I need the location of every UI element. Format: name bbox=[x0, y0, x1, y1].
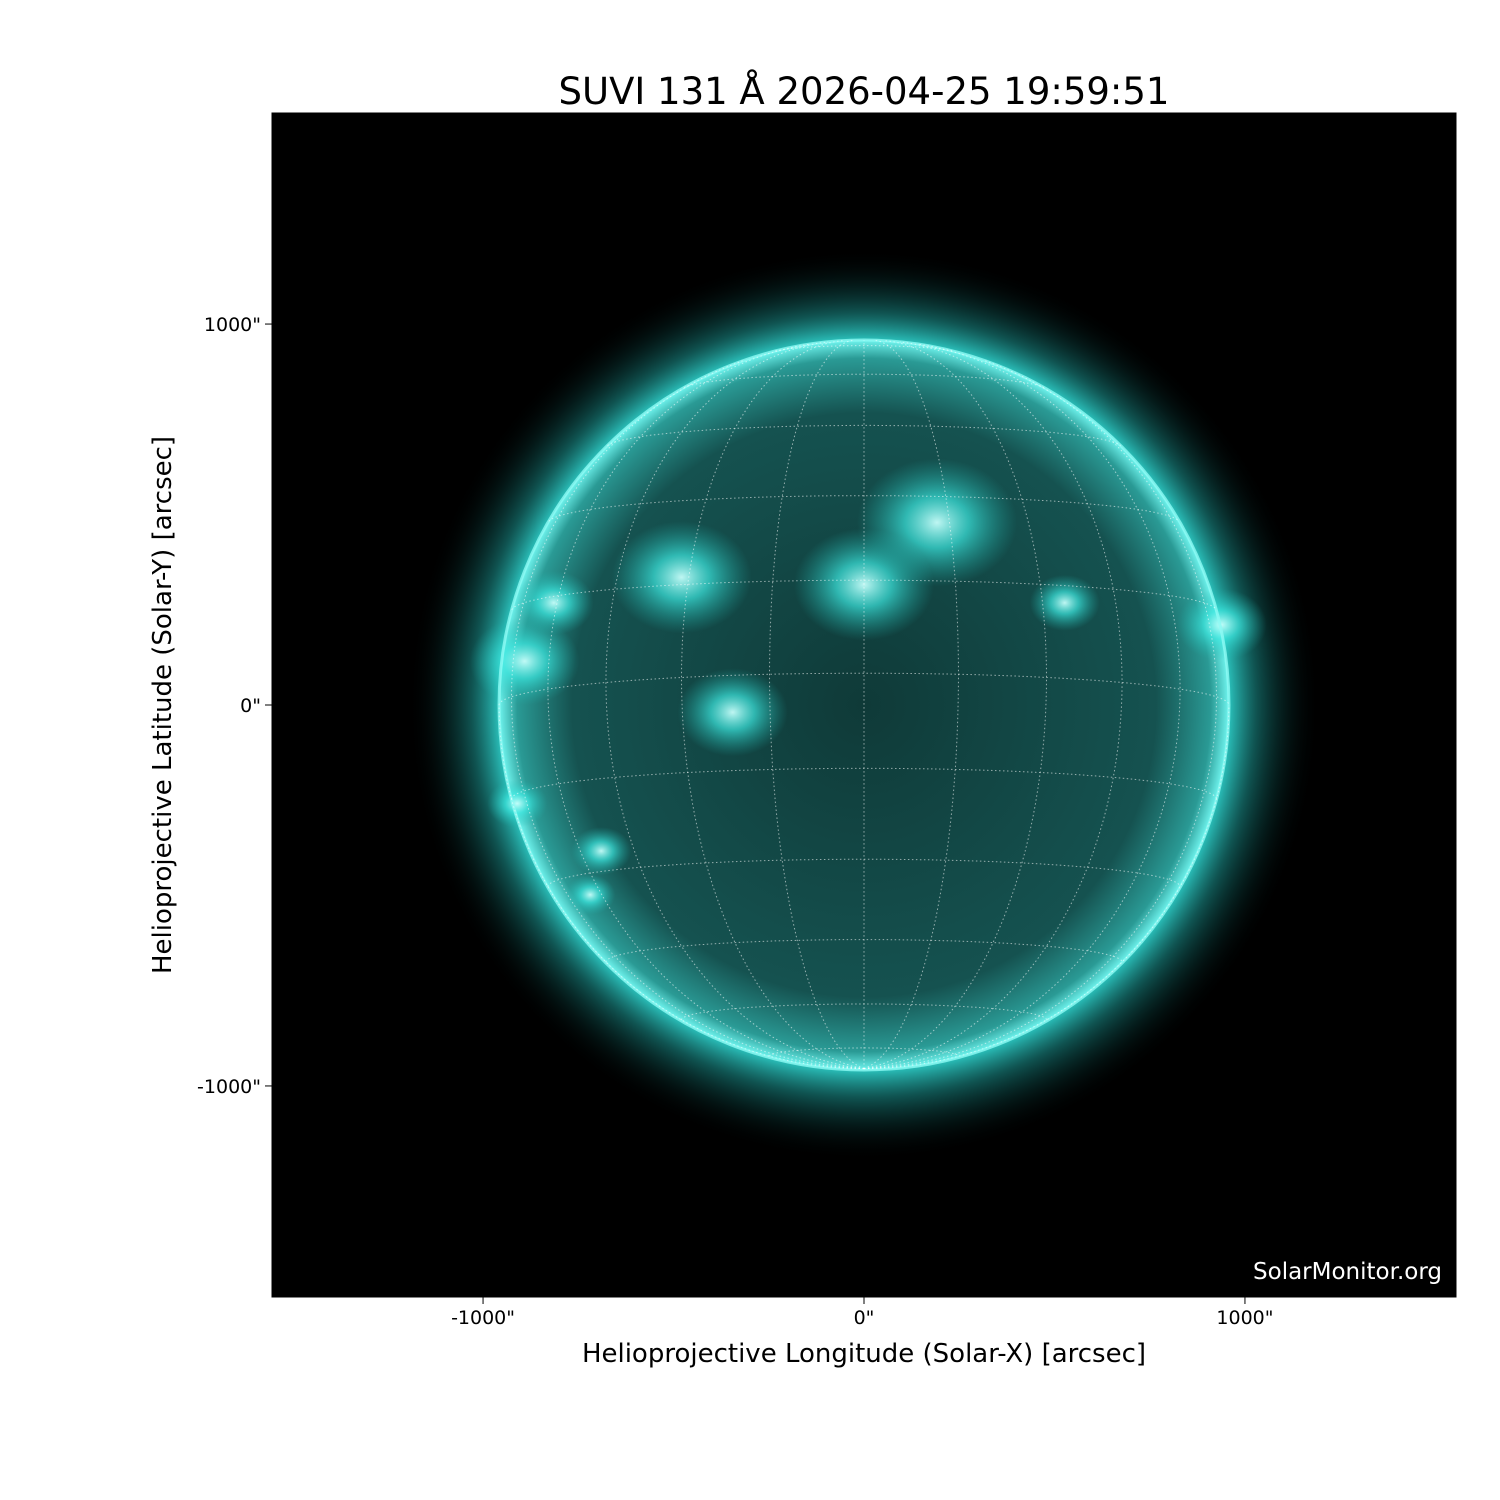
active-region bbox=[1176, 588, 1267, 661]
grid-line bbox=[775, 345, 953, 352]
active-region bbox=[571, 826, 632, 875]
active-region bbox=[856, 458, 1017, 587]
y-tick-label: 1000" bbox=[204, 314, 261, 336]
x-tick-label: -1000" bbox=[451, 1307, 515, 1329]
active-region bbox=[677, 668, 788, 757]
grid-line bbox=[511, 767, 1217, 800]
grid-line bbox=[680, 340, 865, 1070]
x-axis-label: Helioprojective Longitude (Solar-X) [arc… bbox=[582, 1339, 1146, 1369]
heliographic-grid bbox=[498, 339, 1230, 1070]
active-region bbox=[611, 521, 752, 634]
grid-line bbox=[863, 704, 1230, 1070]
y-axis-label: Helioprojective Latitude (Solar-Y) [arcs… bbox=[148, 436, 178, 974]
grid-line bbox=[498, 672, 1230, 706]
grid-line bbox=[548, 495, 1180, 522]
grid-line bbox=[547, 343, 865, 1070]
active-region bbox=[487, 779, 548, 828]
grid-line bbox=[681, 1003, 1047, 1020]
watermark: SolarMonitor.org bbox=[1253, 1259, 1442, 1285]
active-region bbox=[513, 570, 594, 635]
active-region bbox=[565, 874, 616, 915]
grid-line bbox=[607, 424, 1121, 447]
chart-title: SUVI 131 Å 2026-04-25 19:59:51 bbox=[559, 69, 1170, 113]
grid-line bbox=[863, 340, 1048, 1070]
active-region bbox=[1029, 574, 1100, 631]
grid-line bbox=[547, 858, 1181, 887]
x-tick-label: 1000" bbox=[1216, 1307, 1273, 1329]
ticks: -1000" 0" 1000" 1000" 0" -1000" bbox=[197, 314, 1273, 1329]
grid-line bbox=[863, 360, 1218, 1070]
active-region bbox=[469, 617, 580, 706]
grid-line bbox=[510, 360, 865, 1070]
grid-line bbox=[863, 343, 1181, 1070]
x-tick-label: 0" bbox=[854, 1307, 875, 1329]
grid-line bbox=[684, 373, 1044, 388]
sun-image bbox=[407, 248, 1321, 1162]
grid-line bbox=[605, 939, 1123, 963]
plot-area bbox=[272, 113, 1456, 1297]
y-tick-label: 0" bbox=[240, 695, 261, 717]
y-tick-label: -1000" bbox=[197, 1076, 261, 1098]
